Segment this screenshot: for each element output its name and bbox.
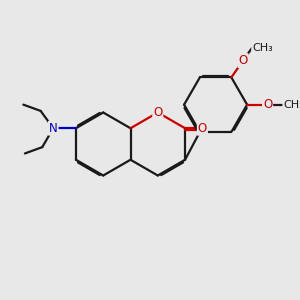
- Text: CH₃: CH₃: [283, 100, 300, 110]
- Text: O: O: [238, 54, 248, 67]
- Text: O: O: [263, 98, 272, 111]
- Text: CH₃: CH₃: [252, 43, 273, 53]
- Text: N: N: [49, 122, 58, 135]
- Text: O: O: [153, 106, 162, 119]
- Text: O: O: [198, 122, 207, 135]
